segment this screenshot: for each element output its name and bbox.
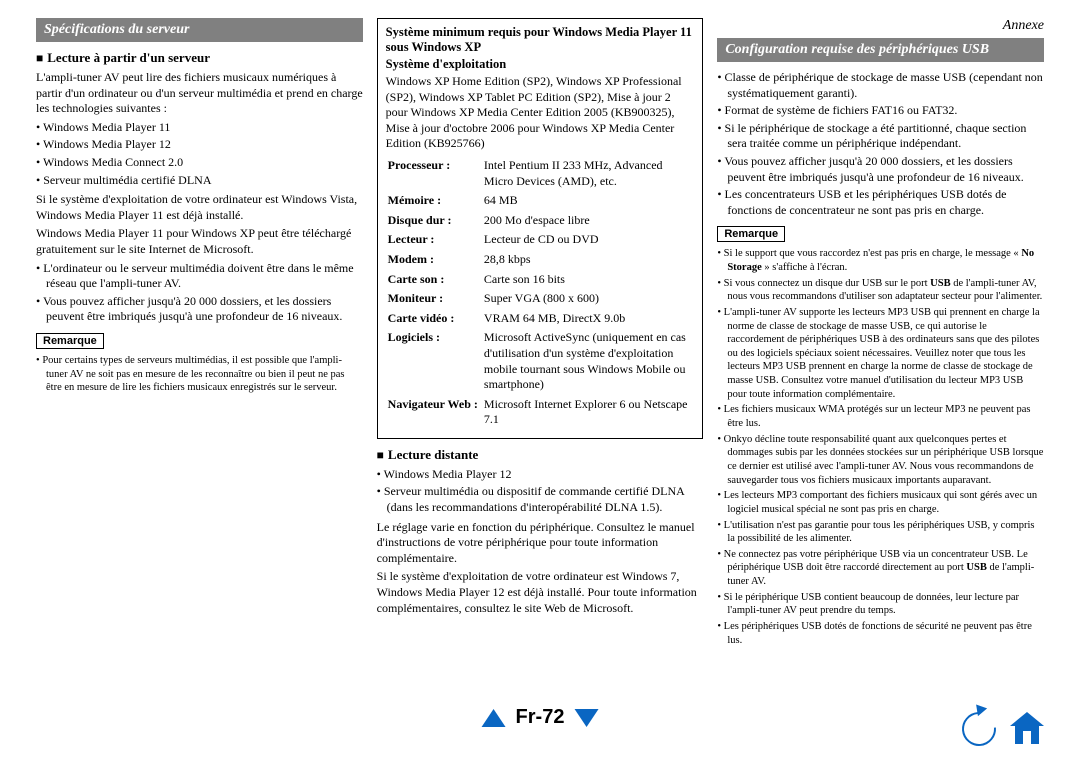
- list-item: Ne connectez pas votre périphérique USB …: [717, 548, 1044, 589]
- col1-p1: L'ampli-tuner AV peut lire des fichiers …: [36, 70, 363, 117]
- spec-key: Processeur :: [388, 158, 482, 191]
- next-page-icon[interactable]: [574, 709, 598, 727]
- page-content: Spécifications du serveur ■Lecture à par…: [36, 18, 1044, 694]
- list-item: Les concentrateurs USB et les périphériq…: [717, 187, 1044, 218]
- col1-sub1-text: Lecture à partir d'un serveur: [47, 50, 210, 65]
- col1-list1: Windows Media Player 11Windows Media Pla…: [36, 120, 363, 188]
- list-item: Serveur multimédia certifié DLNA: [36, 173, 363, 189]
- home-icon[interactable]: [1010, 712, 1044, 746]
- spec-value: Lecteur de CD ou DVD: [484, 232, 692, 250]
- spec-value: Microsoft Internet Explorer 6 ou Netscap…: [484, 397, 692, 430]
- spec-key: Modem :: [388, 252, 482, 270]
- list-item: Si le périphérique USB contient beaucoup…: [717, 591, 1044, 618]
- list-item: Windows Media Player 12: [36, 137, 363, 153]
- spec-value: 64 MB: [484, 193, 692, 211]
- back-icon[interactable]: [955, 705, 1003, 753]
- table-row: Navigateur Web :Microsoft Internet Explo…: [388, 397, 693, 430]
- table-row: Processeur :Intel Pentium II 233 MHz, Ad…: [388, 158, 693, 191]
- col3-header: Configuration requise des périphériques …: [717, 38, 1044, 62]
- nav-icons: [962, 712, 1044, 746]
- spec-value: 200 Mo d'espace libre: [484, 213, 692, 231]
- list-item: Classe de périphérique de stockage de ma…: [717, 70, 1044, 101]
- req-os-label: Système d'exploitation: [386, 57, 695, 72]
- footer: Fr-72: [0, 706, 1080, 746]
- col1-remark-box: Remarque: [36, 333, 104, 349]
- col1-note1: Pour certains types de serveurs multiméd…: [36, 354, 363, 395]
- column-3: Configuration requise des périphériques …: [717, 18, 1044, 694]
- list-item: Les périphériques USB dotés de fonctions…: [717, 620, 1044, 647]
- spec-value: Intel Pentium II 233 MHz, Advanced Micro…: [484, 158, 692, 191]
- col3-notes: Si le support que vous raccordez n'est p…: [717, 247, 1044, 647]
- table-row: Modem :28,8 kbps: [388, 252, 693, 270]
- spec-value: Super VGA (800 x 600): [484, 291, 692, 309]
- prev-page-icon[interactable]: [482, 709, 506, 727]
- col2-list3: Windows Media Player 12Serveur multimédi…: [377, 467, 704, 516]
- spec-key: Carte son :: [388, 272, 482, 290]
- spec-value: VRAM 64 MB, DirectX 9.0b: [484, 311, 692, 329]
- spec-key: Moniteur :: [388, 291, 482, 309]
- table-row: Logiciels :Microsoft ActiveSync (uniquem…: [388, 330, 693, 394]
- col2-p5: Si le système d'exploitation de votre or…: [377, 569, 704, 616]
- col1-header: Spécifications du serveur: [36, 18, 363, 42]
- spec-key: Logiciels :: [388, 330, 482, 394]
- spec-key: Carte vidéo :: [388, 311, 482, 329]
- col1-notes: Pour certains types de serveurs multiméd…: [36, 354, 363, 395]
- list-item: Windows Media Player 11: [36, 120, 363, 136]
- list-item: Si le support que vous raccordez n'est p…: [717, 247, 1044, 274]
- col1-p3: Windows Media Player 11 pour Windows XP …: [36, 226, 363, 257]
- column-1: Spécifications du serveur ■Lecture à par…: [36, 18, 363, 694]
- spec-key: Mémoire :: [388, 193, 482, 211]
- list-item: Windows Media Player 12: [377, 467, 704, 483]
- table-row: Lecteur :Lecteur de CD ou DVD: [388, 232, 693, 250]
- col1-sub1: ■Lecture à partir d'un serveur: [36, 50, 363, 66]
- col1-list2: L'ordinateur ou le serveur multimédia do…: [36, 261, 363, 325]
- list-item: Si vous connectez un disque dur USB sur …: [717, 277, 1044, 304]
- requirements-box: Système minimum requis pour Windows Medi…: [377, 18, 704, 439]
- table-row: Carte vidéo :VRAM 64 MB, DirectX 9.0b: [388, 311, 693, 329]
- req-box-title: Système minimum requis pour Windows Medi…: [386, 25, 695, 55]
- list-item: Serveur multimédia ou dispositif de comm…: [377, 484, 704, 515]
- spec-key: Lecteur :: [388, 232, 482, 250]
- list-item: L'ampli-tuner AV supporte les lecteurs M…: [717, 306, 1044, 401]
- table-row: Carte son :Carte son 16 bits: [388, 272, 693, 290]
- col2-sub2-text: Lecture distante: [388, 447, 478, 462]
- list-item: Windows Media Connect 2.0: [36, 155, 363, 171]
- col1-p2: Si le système d'exploitation de votre or…: [36, 192, 363, 223]
- column-2: Système minimum requis pour Windows Medi…: [377, 18, 704, 694]
- spec-value: 28,8 kbps: [484, 252, 692, 270]
- list-item: Vous pouvez afficher jusqu'à 20 000 doss…: [36, 294, 363, 325]
- spec-key: Disque dur :: [388, 213, 482, 231]
- table-row: Moniteur :Super VGA (800 x 600): [388, 291, 693, 309]
- table-row: Mémoire :64 MB: [388, 193, 693, 211]
- list-item: L'utilisation n'est pas garantie pour to…: [717, 519, 1044, 546]
- spec-key: Navigateur Web :: [388, 397, 482, 430]
- table-row: Disque dur :200 Mo d'espace libre: [388, 213, 693, 231]
- col2-sub2: ■Lecture distante: [377, 447, 704, 463]
- req-os-text: Windows XP Home Edition (SP2), Windows X…: [386, 74, 695, 152]
- page-number-nav: Fr-72: [482, 706, 599, 729]
- spec-value: Carte son 16 bits: [484, 272, 692, 290]
- list-item: Les fichiers musicaux WMA protégés sur u…: [717, 403, 1044, 430]
- list-item: Vous pouvez afficher jusqu'à 20 000 doss…: [717, 154, 1044, 185]
- spec-value: Microsoft ActiveSync (uniquement en cas …: [484, 330, 692, 394]
- col3-list4: Classe de périphérique de stockage de ma…: [717, 70, 1044, 218]
- col3-remark-box: Remarque: [717, 226, 785, 242]
- list-item: Si le périphérique de stockage a été par…: [717, 121, 1044, 152]
- spec-table: Processeur :Intel Pentium II 233 MHz, Ad…: [386, 156, 695, 432]
- page-number: Fr-72: [516, 706, 565, 729]
- list-item: Onkyo décline toute responsabilité quant…: [717, 433, 1044, 488]
- list-item: L'ordinateur ou le serveur multimédia do…: [36, 261, 363, 292]
- list-item: Les lecteurs MP3 comportant des fichiers…: [717, 489, 1044, 516]
- col2-p4: Le réglage varie en fonction du périphér…: [377, 520, 704, 567]
- list-item: Format de système de fichiers FAT16 ou F…: [717, 103, 1044, 119]
